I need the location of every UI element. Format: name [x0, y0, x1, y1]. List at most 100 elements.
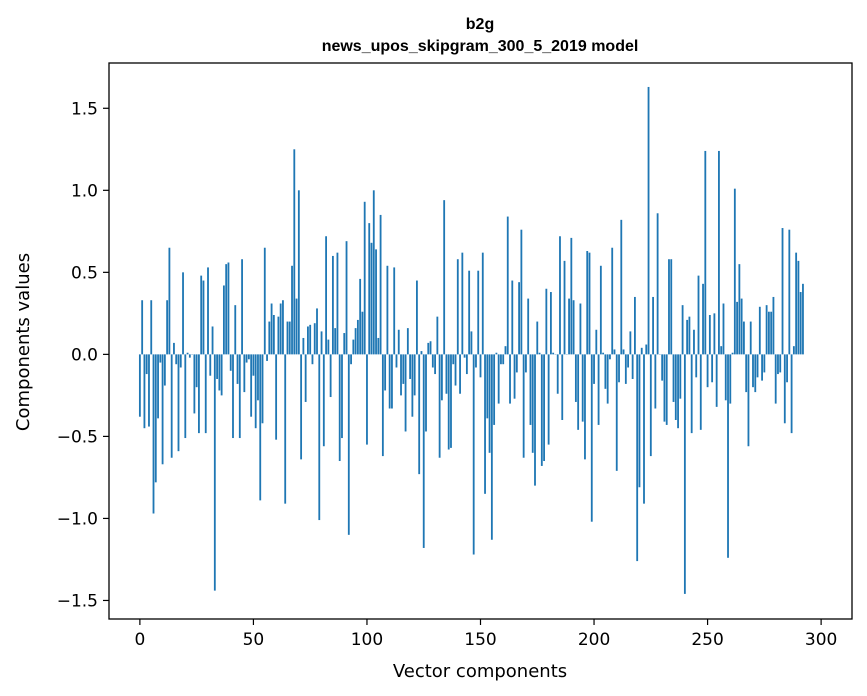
- bar-39: [227, 262, 230, 355]
- chart-title: b2g: [466, 16, 494, 33]
- bar-215: [627, 354, 630, 368]
- bar-98: [361, 311, 364, 355]
- bar-184: [556, 354, 559, 394]
- bar-218: [634, 296, 636, 355]
- bar-254: [715, 354, 718, 407]
- bar-44: [238, 354, 241, 439]
- bar-134: [443, 200, 446, 355]
- bar-246: [697, 275, 700, 355]
- bar-277: [767, 311, 770, 355]
- bar-67: [291, 265, 293, 355]
- bar-50: [252, 354, 255, 376]
- bar-58: [270, 303, 273, 355]
- bar-160: [502, 354, 505, 365]
- bar-112: [393, 267, 396, 355]
- bar-158: [497, 354, 500, 404]
- bar-222: [643, 354, 645, 504]
- bar-124: [420, 351, 423, 355]
- bar-82: [325, 236, 327, 355]
- bar-85: [331, 255, 334, 355]
- bar-149: [477, 270, 480, 355]
- bar-34: [216, 354, 218, 379]
- bar-131: [436, 316, 439, 355]
- bar-100: [366, 354, 368, 445]
- bar-187: [563, 260, 566, 355]
- bar-211: [618, 354, 620, 383]
- bar-172: [529, 354, 532, 425]
- bar-201: [595, 329, 598, 355]
- bar-130: [434, 354, 436, 375]
- bar-68: [293, 149, 296, 355]
- bar-43: [236, 354, 239, 384]
- bar-8: [157, 354, 159, 419]
- y-tick-label-4: 0.5: [71, 263, 98, 283]
- bar-240: [683, 354, 686, 594]
- bar-226: [652, 296, 654, 355]
- bar-228: [656, 213, 659, 355]
- bar-146: [470, 331, 473, 355]
- bar-52: [257, 354, 259, 401]
- bar-189: [568, 298, 570, 355]
- bar-248: [702, 283, 704, 355]
- bar-241: [686, 319, 689, 355]
- bar-273: [758, 306, 761, 355]
- bar-57: [268, 321, 271, 355]
- bar-102: [370, 242, 373, 355]
- bar-40: [229, 354, 232, 371]
- bar-269: [749, 321, 752, 355]
- bar-6: [152, 354, 155, 514]
- bar-27: [200, 275, 203, 355]
- bar-243: [690, 354, 693, 434]
- bar-202: [597, 354, 600, 425]
- bar-165: [513, 354, 516, 399]
- bar-65: [286, 321, 289, 355]
- bar-142: [461, 252, 464, 355]
- bar-192: [574, 354, 577, 402]
- bar-49: [250, 354, 253, 417]
- bar-116: [402, 354, 405, 384]
- bar-55: [263, 247, 266, 355]
- bar-173: [531, 354, 534, 453]
- bar-92: [347, 354, 350, 535]
- bar-64: [284, 354, 287, 504]
- bar-10: [161, 354, 164, 465]
- x-tick-label-5: 250: [691, 630, 723, 650]
- bar-152: [484, 354, 486, 494]
- bar-59: [272, 315, 275, 355]
- bar-174: [534, 354, 536, 486]
- bar-290: [797, 260, 800, 355]
- bar-120: [411, 354, 414, 417]
- bar-232: [665, 354, 668, 425]
- bar-104: [375, 249, 377, 355]
- bar-95: [354, 328, 357, 355]
- plot-frame: [108, 62, 853, 620]
- bar-48: [247, 354, 250, 360]
- bar-156: [493, 354, 496, 425]
- bar-268: [747, 354, 750, 447]
- bar-247: [699, 354, 702, 430]
- bar-3: [145, 354, 148, 375]
- bar-168: [520, 229, 523, 355]
- bar-191: [572, 300, 575, 355]
- bar-159: [500, 354, 502, 365]
- bar-220: [638, 354, 641, 488]
- bar-275: [763, 354, 766, 373]
- bar-29: [204, 354, 207, 434]
- bar-170: [525, 354, 527, 373]
- bar-286: [788, 229, 791, 355]
- y-axis-ticks: −1.5 −1.0 −0.5 0.0 0.5 1.0 1.5: [57, 99, 109, 611]
- bar-249: [704, 150, 707, 355]
- bar-236: [674, 354, 677, 420]
- bar-60: [275, 354, 278, 440]
- bar-178: [543, 354, 545, 462]
- bar-197: [586, 251, 589, 355]
- bar-83: [327, 339, 330, 355]
- bar-235: [672, 354, 675, 402]
- bar-203: [599, 265, 602, 355]
- bar-45: [241, 259, 243, 355]
- bar-101: [368, 223, 371, 355]
- bar-54: [261, 354, 264, 424]
- bar-179: [545, 288, 548, 355]
- bar-81: [322, 354, 325, 447]
